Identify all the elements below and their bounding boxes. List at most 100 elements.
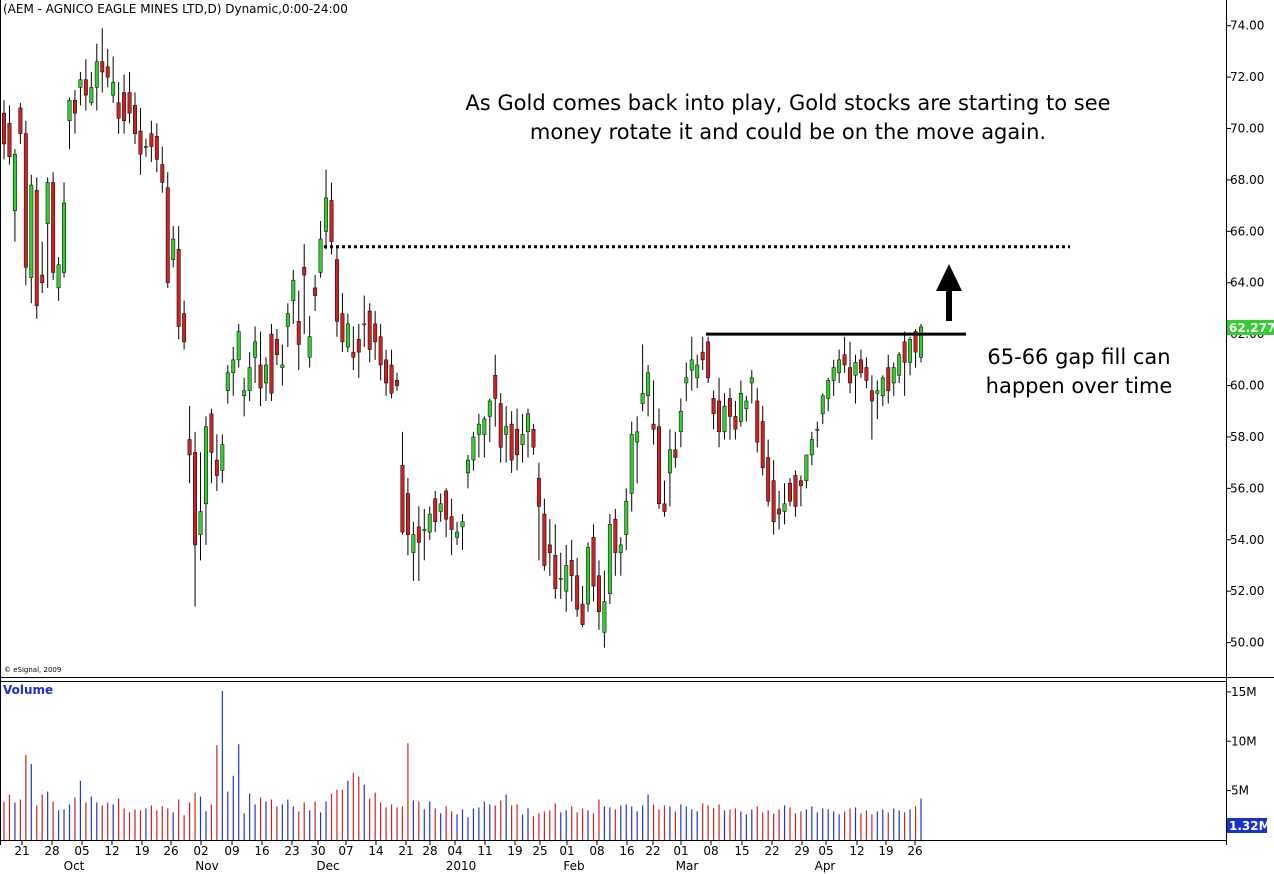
candle-body-down — [755, 400, 760, 443]
candle — [427, 506, 432, 540]
candle — [389, 349, 394, 399]
last-volume-badge: 1.32M — [1227, 818, 1271, 833]
candle-body-down — [149, 133, 154, 147]
candle — [755, 388, 760, 453]
date-tick-label: 01 — [673, 844, 688, 858]
candle-body-down — [182, 313, 187, 343]
candle-body-down — [536, 477, 541, 507]
candle — [564, 544, 569, 612]
date-tick-label: 07 — [338, 844, 353, 858]
candle — [798, 475, 803, 507]
date-tick-label: 22 — [764, 844, 779, 858]
candle — [78, 71, 83, 106]
candle — [143, 138, 148, 157]
month-label: Nov — [195, 859, 218, 873]
candle-body-up — [324, 197, 328, 232]
candle — [602, 570, 607, 648]
candle-body-down — [651, 423, 656, 430]
candle — [575, 557, 580, 617]
candle — [7, 105, 12, 165]
candle — [902, 331, 907, 396]
candle — [482, 416, 487, 458]
candle — [618, 537, 623, 576]
candle-body-down — [869, 390, 874, 402]
candle — [667, 429, 672, 507]
candle-body-up — [89, 87, 94, 104]
date-tick-label: 21 — [14, 844, 29, 858]
candle-body-up — [422, 529, 427, 531]
candle-body-up — [853, 362, 858, 376]
candle-body-down — [176, 249, 181, 327]
candle-body-down — [116, 102, 121, 119]
candle — [782, 483, 787, 525]
candle — [405, 478, 410, 556]
candle — [291, 269, 296, 324]
candle — [242, 377, 247, 417]
candle-body-down — [859, 359, 863, 373]
candle — [198, 452, 203, 561]
candle-body-down — [673, 449, 678, 458]
candle — [749, 370, 754, 404]
candle — [760, 406, 765, 476]
candle-body-up — [427, 513, 432, 533]
candle-body-down — [122, 92, 127, 122]
candle-body-down — [329, 200, 334, 242]
candle-body-down — [367, 310, 372, 350]
candle-body-down — [591, 536, 596, 587]
chart-title: (AEM - AGNICO EAGLE MINES LTD,D) Dynamic… — [3, 2, 348, 16]
candle — [460, 514, 465, 551]
candle — [897, 352, 902, 383]
candle-body-down — [7, 123, 12, 158]
candle-body-down — [313, 287, 318, 296]
candle-body-down — [657, 426, 661, 505]
candle-body-up — [307, 336, 312, 358]
candle-body-up — [236, 331, 241, 361]
candle-body-down — [405, 493, 410, 535]
volume-label: Volume — [3, 683, 53, 697]
candle-body-down — [356, 339, 361, 353]
candle-body-up — [880, 377, 885, 397]
month-label: Apr — [815, 859, 836, 873]
candle — [498, 393, 503, 463]
candle — [880, 375, 885, 407]
candle-body-down — [384, 359, 389, 384]
candle-body-down — [378, 336, 383, 366]
candle — [122, 74, 127, 134]
candle — [422, 508, 427, 561]
candle-body-up — [204, 426, 208, 505]
candle — [466, 454, 470, 489]
candle-body-down — [373, 323, 378, 343]
candle-body-up — [487, 400, 492, 417]
candle-body-down — [133, 105, 137, 134]
price-tick-label: 72.00 — [1230, 70, 1264, 84]
candle — [711, 390, 716, 430]
candle — [804, 454, 809, 489]
candle — [433, 490, 438, 533]
candle-body-up — [198, 511, 203, 535]
candle-body-up — [45, 182, 50, 224]
date-tick-label: 14 — [368, 844, 383, 858]
candle-body-up — [602, 601, 607, 633]
candle — [302, 244, 307, 335]
candle — [515, 408, 520, 471]
candle — [187, 406, 192, 484]
annotation-top-line2: money rotate it and could be on the move… — [530, 120, 1046, 144]
candle — [733, 400, 738, 440]
candle — [444, 488, 449, 538]
candle — [154, 123, 159, 173]
date-tick-label: 05 — [74, 844, 89, 858]
candle-body-up — [667, 449, 672, 474]
candle-body-down — [733, 416, 738, 430]
date-tick-label: 12 — [104, 844, 119, 858]
candle-body-up — [56, 264, 61, 289]
candle-body-down — [23, 133, 28, 268]
candle — [826, 377, 831, 412]
candle-body-up — [618, 544, 623, 553]
candle-body-down — [766, 457, 771, 502]
candle — [531, 424, 536, 455]
candle-body-down — [449, 516, 454, 530]
volume-tick-label: 5M — [1231, 784, 1249, 798]
candle-body-down — [389, 364, 394, 394]
candle — [635, 416, 640, 484]
candle — [520, 413, 525, 463]
